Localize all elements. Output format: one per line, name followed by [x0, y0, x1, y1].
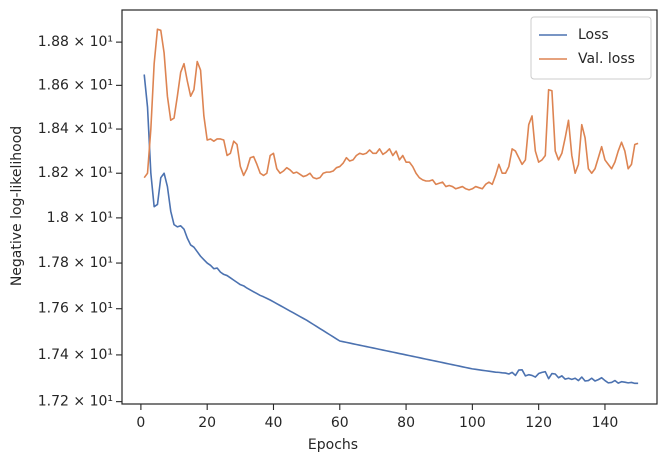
legend-label: Val. loss: [578, 51, 635, 67]
x-axis-label: Epochs: [308, 437, 358, 453]
series-line: [143, 74, 639, 385]
legend-box: [530, 16, 652, 80]
y-tick-label: 1.74 × 10¹: [38, 347, 113, 363]
x-tick-label: 140: [592, 415, 619, 431]
legend-label: Loss: [578, 27, 609, 43]
plot-frame: [121, 9, 658, 405]
y-tick-label: 1.82 × 10¹: [38, 165, 113, 181]
x-tick-label: 100: [459, 415, 486, 431]
y-tick-label: 1.76 × 10¹: [38, 301, 113, 317]
x-tick-label: 80: [397, 415, 415, 431]
y-tick-label: 1.78 × 10¹: [38, 255, 113, 271]
y-axis-label: Negative log-likelihood: [9, 126, 25, 286]
legend: Loss Val. loss: [530, 16, 652, 80]
y-tick-label: 1.88 × 10¹: [38, 34, 113, 50]
x-tick-label: 120: [525, 415, 552, 431]
x-tick-label: 0: [136, 415, 145, 431]
x-tick-label: 60: [331, 415, 349, 431]
y-tick-label: 1.86 × 10¹: [38, 77, 113, 93]
y-tick-label: 1.8 × 10¹: [47, 210, 113, 226]
y-tick-label: 1.72 × 10¹: [38, 394, 113, 410]
x-tick-label: 40: [265, 415, 283, 431]
y-tick-label: 1.84 × 10¹: [38, 121, 113, 137]
series-line: [143, 28, 639, 191]
x-tick-label: 20: [198, 415, 216, 431]
